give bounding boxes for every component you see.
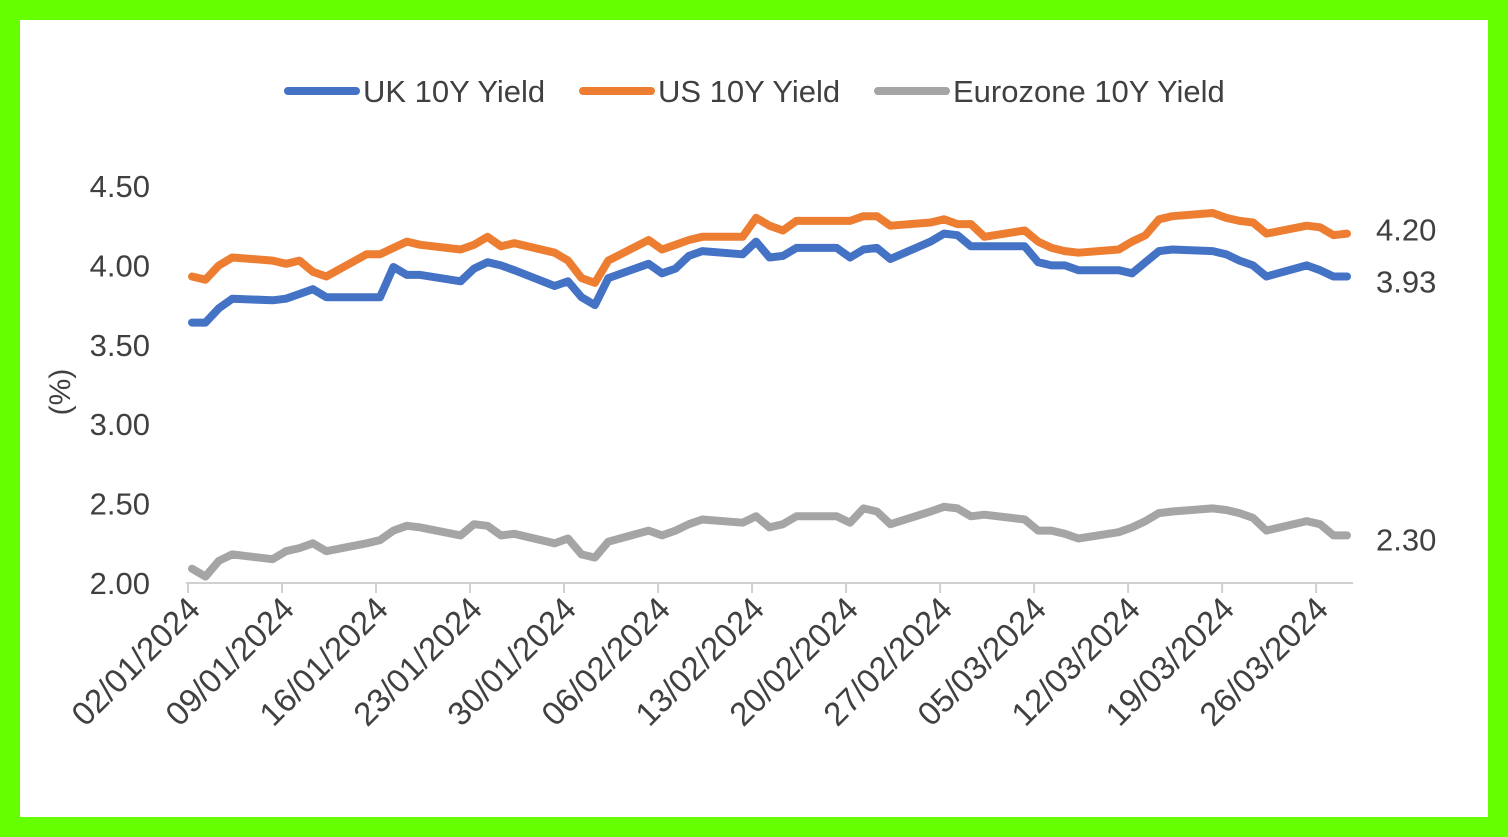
y-tick-label: 4.00 — [90, 248, 150, 283]
end-value-label: 2.30 — [1376, 522, 1436, 557]
y-tick-label: 3.50 — [90, 328, 150, 363]
series-line-eurozone-10y-yield — [188, 502, 1351, 581]
series-lines — [188, 209, 1351, 581]
legend-label: US 10Y Yield — [658, 74, 840, 109]
y-axis-ticks: 2.00 2.50 3.00 3.50 4.00 4.50 — [90, 169, 150, 601]
legend: UK 10Y Yield US 10Y Yield Eurozone 10Y Yie… — [284, 74, 1225, 109]
y-axis-label: (%) — [44, 369, 77, 416]
end-labels: 3.93 4.20 2.30 — [1376, 213, 1436, 558]
legend-item: UK 10Y Yield — [284, 74, 545, 109]
legend-label: Eurozone 10Y Yield — [953, 74, 1225, 109]
series-line-uk-10y-yield — [188, 229, 1351, 327]
y-tick-label: 2.00 — [90, 566, 150, 601]
y-tick-label: 4.50 — [90, 169, 150, 204]
series-line-us-10y-yield — [188, 209, 1351, 287]
y-tick-label: 2.50 — [90, 487, 150, 522]
end-value-label: 4.20 — [1376, 213, 1436, 248]
x-axis: 02/01/202409/01/202416/01/202423/01/2024… — [64, 582, 1353, 733]
legend-item: Eurozone 10Y Yield — [874, 74, 1225, 109]
legend-label: UK 10Y Yield — [363, 74, 545, 109]
chart-frame — [20, 20, 1488, 817]
y-tick-label: 3.00 — [90, 407, 150, 442]
end-value-label: 3.93 — [1376, 265, 1436, 300]
legend-item: US 10Y Yield — [579, 74, 840, 109]
